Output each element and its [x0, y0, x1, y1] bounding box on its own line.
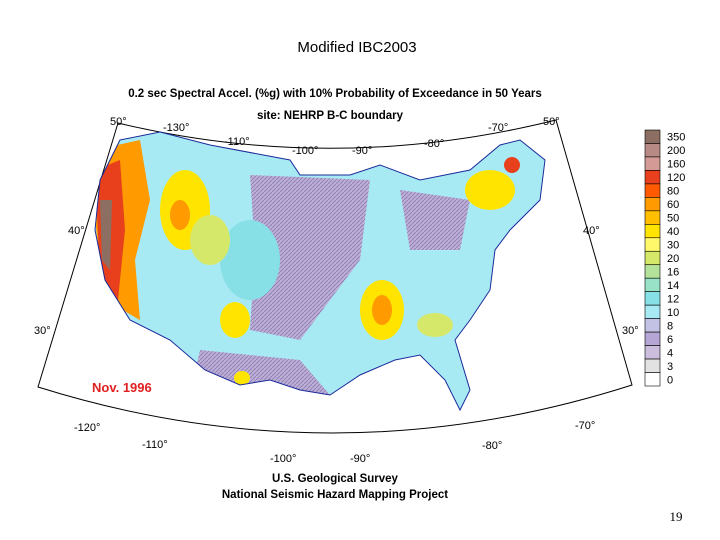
grid-label: -80° [482, 440, 502, 452]
map: 0.2 sec Spectral Accel. (%g) with 10% Pr… [34, 88, 685, 501]
credit: U.S. Geological Survey [272, 473, 399, 485]
legend-label: 12 [667, 293, 679, 305]
legend-label: 16 [667, 266, 679, 278]
map-date: Nov. 1996 [92, 380, 152, 395]
legend-label: 8 [667, 320, 673, 332]
legend-label: 20 [667, 253, 679, 265]
legend-swatch [644, 224, 661, 239]
legend-label: 350 [667, 132, 685, 144]
legend-swatch [644, 197, 661, 212]
grid-label: -100° [270, 453, 296, 465]
legend-swatch [644, 264, 661, 279]
legend-swatch [644, 345, 661, 360]
legend-swatch [644, 291, 661, 306]
grid-label: -70° [575, 420, 595, 432]
map-title: 0.2 sec Spectral Accel. (%g) with 10% Pr… [128, 88, 542, 100]
grid-label: -110° [224, 136, 250, 148]
grid-label: 40° [68, 225, 85, 237]
legend-swatch [644, 318, 661, 333]
coastline [94, 131, 546, 412]
grid-label: -110° [142, 439, 168, 451]
legend-swatch [644, 183, 661, 198]
legend-swatch [644, 237, 661, 252]
legend-swatch [644, 143, 661, 158]
grid-label: -90° [352, 145, 372, 157]
legend-label: 0 [667, 374, 673, 386]
legend-swatch [644, 372, 661, 387]
page-number: 19 [670, 509, 683, 524]
legend-swatch [644, 250, 661, 266]
grid-label: 50° [543, 116, 560, 128]
legend-swatch [644, 156, 661, 171]
legend-swatch [644, 277, 661, 292]
legend-label: 200 [667, 145, 685, 157]
grid-label: 50° [110, 116, 127, 128]
credit: National Seismic Hazard Mapping Project [222, 489, 448, 501]
legend-swatch [644, 304, 661, 319]
legend-label: 160 [667, 159, 685, 171]
legend-label: 80 [667, 186, 679, 198]
legend-label: 40 [667, 226, 679, 238]
grid-label: 30° [622, 325, 639, 337]
legend-label: 6 [667, 334, 673, 346]
grid-label: 30° [34, 325, 51, 337]
map-subtitle: site: NEHRP B-C boundary [257, 110, 404, 122]
legend-label: 10 [667, 307, 679, 319]
legend-swatch [644, 331, 661, 346]
grid-label: -120° [74, 422, 100, 434]
legend-label: 14 [667, 280, 679, 292]
legend-label: 60 [667, 199, 679, 211]
legend-swatch [644, 358, 661, 373]
grid-label: -90° [350, 453, 370, 465]
legend-label: 120 [667, 172, 685, 184]
grid-label: -80° [424, 138, 444, 150]
grid-label: -100° [292, 145, 318, 157]
grid-label: -130° [163, 122, 189, 134]
legend-label: 4 [667, 347, 673, 359]
legend-swatch [644, 210, 661, 225]
legend-label: 50 [667, 213, 679, 225]
legend-label: 30 [667, 240, 679, 252]
grid-label: 40° [583, 225, 600, 237]
slide-title: Modified IBC2003 [297, 39, 416, 56]
grid-label: -70° [488, 122, 508, 134]
grid-labels: 50° -130° -110° -100° -90° -80° -70° 50°… [34, 116, 639, 465]
legend-swatch [644, 170, 661, 185]
legend-swatch [644, 129, 661, 144]
legend-label: 3 [667, 361, 673, 373]
